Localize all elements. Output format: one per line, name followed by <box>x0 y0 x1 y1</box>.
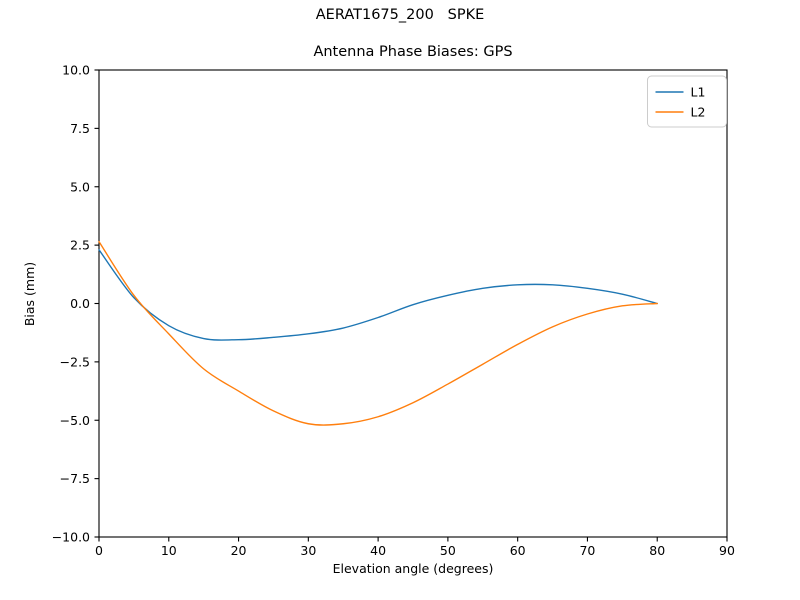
x-tick-label: 30 <box>300 543 316 558</box>
figure-suptitle: AERAT1675_200 SPKE <box>315 7 485 23</box>
chart-title: Antenna Phase Biases: GPS <box>313 44 513 60</box>
y-tick-label: 7.5 <box>70 121 90 136</box>
x-tick-label: 20 <box>231 543 247 558</box>
y-tick-label: −2.5 <box>60 354 90 369</box>
x-axis-label: Elevation angle (degrees) <box>332 561 494 576</box>
legend-item-l2[interactable]: L2 <box>655 105 706 120</box>
series-line-l2 <box>98 240 658 426</box>
y-tick-label: 5.0 <box>70 179 90 194</box>
y-axis-label: Bias (mm) <box>22 261 37 327</box>
legend-label-l1: L1 <box>691 85 706 100</box>
x-tick-label: 40 <box>370 543 386 558</box>
series-line-l1 <box>98 249 658 341</box>
x-tick-label: 0 <box>95 543 103 558</box>
y-tick-label: −7.5 <box>60 471 90 486</box>
y-tick-label: 10.0 <box>62 63 90 78</box>
y-tick-label: −5.0 <box>60 413 90 428</box>
x-tick-label: 80 <box>649 543 665 558</box>
y-tick-label: −10.0 <box>52 530 90 545</box>
axes-spines <box>98 69 728 538</box>
y-tick-label: 2.5 <box>70 238 90 253</box>
y-axis-ticks: −10.0 −7.5 −5.0 −2.5 0.0 2.5 5.0 7.5 10.0 <box>52 63 99 545</box>
x-tick-label: 90 <box>719 543 735 558</box>
x-tick-label: 70 <box>579 543 595 558</box>
x-tick-label: 50 <box>440 543 456 558</box>
y-tick-label: 0.0 <box>70 296 90 311</box>
x-tick-label: 60 <box>510 543 526 558</box>
x-axis-ticks: 0 10 20 30 40 50 60 70 80 90 <box>95 537 735 558</box>
legend-label-l2: L2 <box>691 105 706 120</box>
x-tick-label: 10 <box>161 543 177 558</box>
legend-item-l1[interactable]: L1 <box>655 85 706 100</box>
